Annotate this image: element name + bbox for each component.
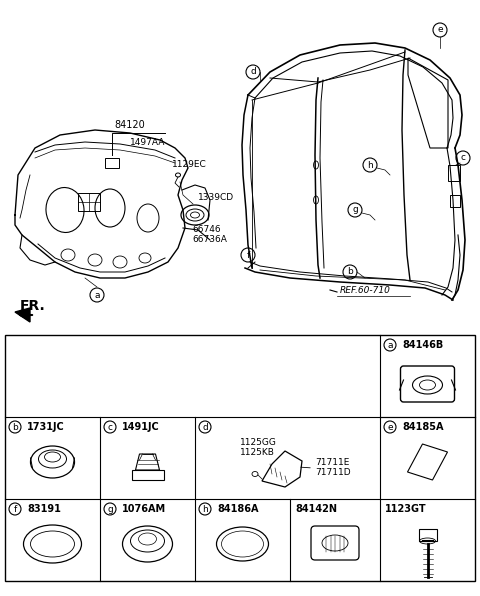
Text: 1125KB: 1125KB: [240, 448, 275, 457]
Text: 84186A: 84186A: [217, 504, 259, 514]
Text: a: a: [387, 340, 393, 349]
Text: 66746: 66746: [192, 225, 221, 234]
Text: f: f: [246, 250, 250, 259]
Polygon shape: [15, 308, 30, 322]
Text: h: h: [202, 504, 208, 514]
Text: c: c: [460, 154, 466, 163]
Text: 84185A: 84185A: [402, 422, 444, 432]
Text: 1125GG: 1125GG: [240, 438, 277, 447]
Text: 66736A: 66736A: [192, 235, 227, 244]
Text: 1491JC: 1491JC: [122, 422, 160, 432]
Text: e: e: [437, 26, 443, 35]
Text: e: e: [387, 423, 393, 432]
Text: c: c: [108, 423, 112, 432]
Text: 1339CD: 1339CD: [198, 193, 234, 202]
Text: 83191: 83191: [27, 504, 61, 514]
Text: d: d: [202, 423, 208, 432]
Text: 71711D: 71711D: [315, 468, 350, 477]
Text: g: g: [352, 206, 358, 215]
Text: 84120: 84120: [115, 120, 145, 130]
Text: 71711E: 71711E: [315, 458, 349, 467]
Text: d: d: [250, 67, 256, 76]
Text: 84146B: 84146B: [402, 340, 443, 350]
Text: g: g: [107, 504, 113, 514]
Text: 1731JC: 1731JC: [27, 422, 65, 432]
Text: FR.: FR.: [20, 299, 46, 313]
Text: 1076AM: 1076AM: [122, 504, 166, 514]
Text: 1129EC: 1129EC: [172, 160, 207, 169]
Text: h: h: [367, 160, 373, 169]
Text: b: b: [347, 268, 353, 277]
Text: REF.60-710: REF.60-710: [340, 286, 391, 295]
Text: b: b: [12, 423, 18, 432]
Text: 84142N: 84142N: [295, 504, 337, 514]
Text: f: f: [13, 504, 17, 514]
Text: 1497AA: 1497AA: [130, 138, 166, 147]
Text: 1123GT: 1123GT: [385, 504, 427, 514]
Text: a: a: [94, 290, 100, 300]
